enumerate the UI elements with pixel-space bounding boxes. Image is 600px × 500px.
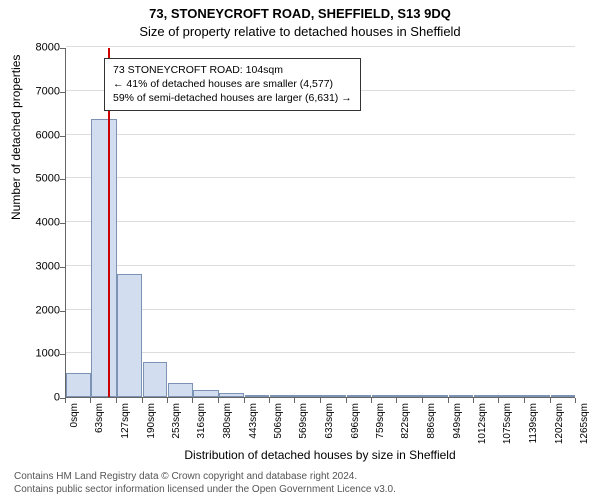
histogram-bar [321, 395, 346, 397]
histogram-bar [270, 395, 295, 397]
x-tick-label: 1075sqm [502, 403, 513, 444]
x-tick-label: 506sqm [273, 403, 284, 439]
x-tick-label: 633sqm [324, 403, 335, 439]
y-tick-label: 6000 [24, 130, 60, 141]
y-tick-mark [60, 311, 65, 312]
x-tick-label: 1139sqm [528, 403, 539, 443]
gridline-h [66, 352, 575, 353]
y-tick-mark [60, 48, 65, 49]
x-axis-label: Distribution of detached houses by size … [65, 448, 575, 462]
y-tick-label: 0 [24, 393, 60, 404]
x-tick-label: 1265sqm [579, 403, 590, 444]
x-tick-label: 696sqm [350, 403, 361, 439]
y-tick-mark [60, 179, 65, 180]
histogram-bar [219, 393, 244, 397]
x-tick-mark [269, 398, 270, 403]
annotation-line: 59% of semi-detached houses are larger (… [113, 91, 352, 105]
histogram-bar [193, 390, 218, 397]
gridline-h [66, 46, 575, 47]
y-tick-mark [60, 136, 65, 137]
x-tick-label: 0sqm [69, 403, 80, 427]
x-tick-mark [473, 398, 474, 403]
x-tick-label: 886sqm [426, 403, 437, 439]
gridline-h [66, 134, 575, 135]
x-tick-mark [422, 398, 423, 403]
x-tick-mark [142, 398, 143, 403]
y-tick-mark [60, 223, 65, 224]
footer-line2: Contains public sector information licen… [14, 483, 396, 496]
y-axis-label: Number of detached properties [9, 55, 23, 220]
x-tick-mark [65, 398, 66, 403]
x-tick-mark [294, 398, 295, 403]
x-tick-label: 1202sqm [554, 403, 565, 444]
histogram-bar [91, 119, 116, 397]
histogram-bar [499, 395, 524, 397]
x-tick-label: 949sqm [452, 403, 463, 439]
x-tick-mark [218, 398, 219, 403]
footer-line1: Contains HM Land Registry data © Crown c… [14, 470, 396, 483]
annotation-box: 73 STONEYCROFT ROAD: 104sqm← 41% of deta… [104, 58, 361, 111]
histogram-bar [474, 395, 499, 397]
x-tick-label: 253sqm [171, 403, 182, 439]
histogram-bar [525, 395, 550, 397]
histogram-bar [143, 362, 168, 397]
x-tick-label: 63sqm [94, 403, 105, 433]
x-tick-mark [575, 398, 576, 403]
y-tick-mark [60, 354, 65, 355]
y-tick-label: 8000 [24, 43, 60, 54]
y-tick-label: 3000 [24, 261, 60, 272]
x-tick-label: 127sqm [120, 403, 131, 439]
x-tick-mark [167, 398, 168, 403]
x-tick-label: 1012sqm [477, 403, 488, 444]
x-tick-mark [244, 398, 245, 403]
x-tick-mark [396, 398, 397, 403]
chart-title-line1: 73, STONEYCROFT ROAD, SHEFFIELD, S13 9DQ [0, 6, 600, 21]
x-tick-mark [371, 398, 372, 403]
y-tick-mark [60, 267, 65, 268]
histogram-bar [423, 395, 448, 397]
x-tick-mark [498, 398, 499, 403]
y-tick-mark [60, 92, 65, 93]
x-tick-mark [524, 398, 525, 403]
chart-title-line2: Size of property relative to detached ho… [0, 24, 600, 39]
histogram-bar [168, 383, 193, 397]
histogram-bar [449, 395, 474, 397]
y-tick-label: 4000 [24, 218, 60, 229]
x-tick-mark [448, 398, 449, 403]
histogram-bar [117, 274, 142, 397]
x-tick-label: 316sqm [196, 403, 207, 439]
x-tick-label: 822sqm [400, 403, 411, 439]
histogram-bar [397, 395, 422, 397]
footer-attribution: Contains HM Land Registry data © Crown c… [14, 470, 396, 496]
x-tick-label: 443sqm [248, 403, 259, 439]
x-tick-label: 569sqm [298, 403, 309, 439]
y-tick-label: 5000 [24, 174, 60, 185]
x-tick-mark [550, 398, 551, 403]
histogram-bar [245, 395, 270, 397]
annotation-line: 73 STONEYCROFT ROAD: 104sqm [113, 63, 352, 77]
x-tick-label: 759sqm [375, 403, 386, 439]
gridline-h [66, 265, 575, 266]
histogram-bar [372, 395, 397, 397]
y-tick-label: 1000 [24, 349, 60, 360]
x-tick-label: 190sqm [146, 403, 157, 439]
x-tick-mark [346, 398, 347, 403]
histogram-bar [347, 395, 372, 397]
x-tick-label: 380sqm [222, 403, 233, 439]
gridline-h [66, 221, 575, 222]
chart-container: 73, STONEYCROFT ROAD, SHEFFIELD, S13 9DQ… [0, 0, 600, 500]
histogram-bar [295, 395, 320, 397]
y-tick-label: 7000 [24, 86, 60, 97]
x-tick-mark [192, 398, 193, 403]
annotation-line: ← 41% of detached houses are smaller (4,… [113, 77, 352, 91]
gridline-h [66, 309, 575, 310]
gridline-h [66, 177, 575, 178]
x-tick-mark [116, 398, 117, 403]
histogram-bar [551, 395, 576, 397]
y-tick-label: 2000 [24, 305, 60, 316]
histogram-bar [66, 373, 91, 397]
x-tick-mark [320, 398, 321, 403]
x-tick-mark [90, 398, 91, 403]
